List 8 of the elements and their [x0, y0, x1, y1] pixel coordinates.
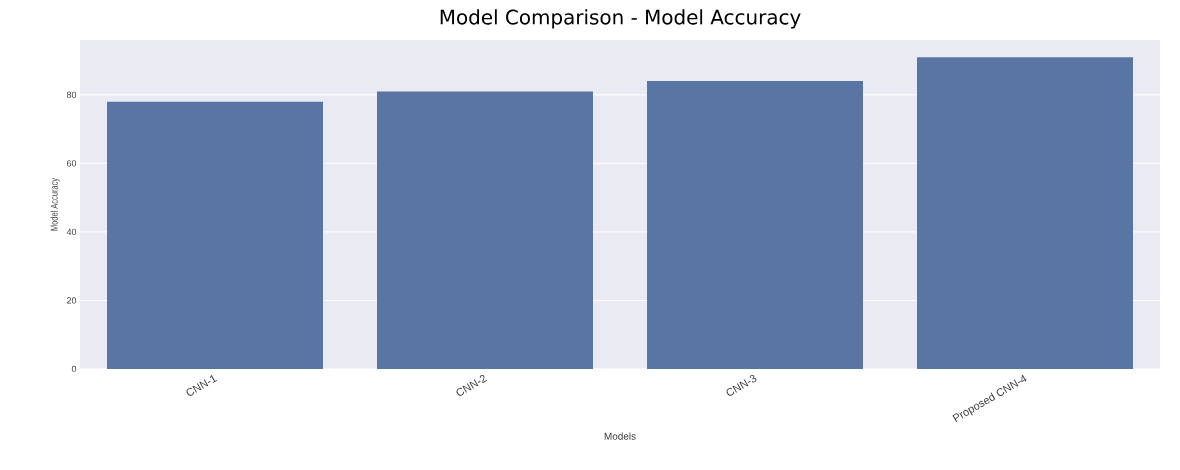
y-tick-label: 40	[66, 228, 77, 236]
y-tick-label: 20	[66, 297, 77, 304]
y-tick-label: 0	[71, 365, 77, 373]
y-tick-label: 60	[66, 160, 77, 167]
x-axis-title: Models	[604, 432, 636, 440]
chart-title: Model Comparison - Model Accuracy	[440, 9, 801, 29]
y-tick-label: 80	[66, 91, 77, 99]
y-axis-title: Model Accuracy	[50, 177, 60, 231]
